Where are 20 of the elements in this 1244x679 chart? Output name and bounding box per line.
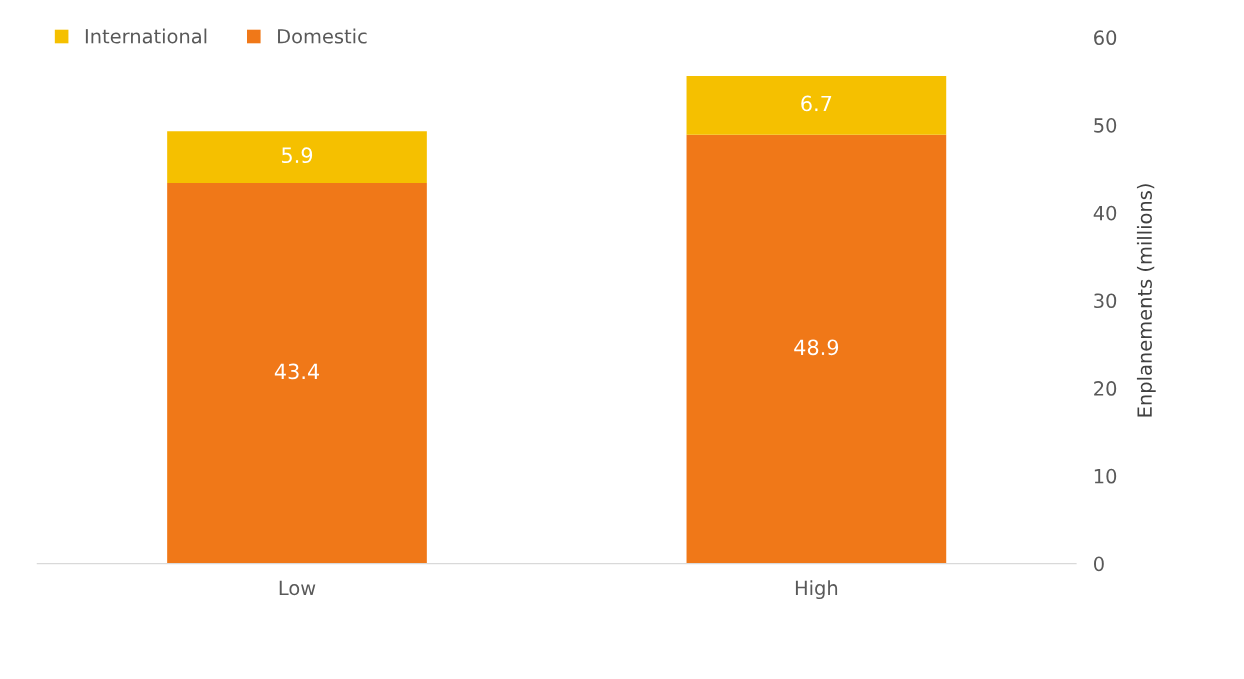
y-tick-label: 10 (1094, 468, 1117, 484)
y-tick-label: 50 (1094, 118, 1117, 133)
legend-label: Domestic (278, 28, 367, 44)
data-label: 5.9 (282, 147, 313, 164)
bar (167, 131, 427, 183)
y-tick-label: 0 (1094, 556, 1104, 572)
x-tick-label: Low (279, 580, 316, 596)
y-tick-label: 20 (1094, 381, 1117, 396)
bar (686, 134, 947, 564)
y-tick-label: 30 (1094, 293, 1117, 309)
data-label: 43.4 (274, 363, 320, 380)
data-label: 6.7 (801, 95, 832, 112)
x-tick-label: High (795, 580, 838, 600)
bar (686, 75, 947, 135)
bar (167, 182, 427, 564)
y-tick-label: 40 (1093, 205, 1117, 221)
y-tick-label: 60 (1094, 30, 1117, 46)
data-label: 48.9 (794, 339, 839, 356)
y-axis-title: Enplanements (millions) (1136, 184, 1156, 417)
legend-label: International (85, 28, 207, 44)
